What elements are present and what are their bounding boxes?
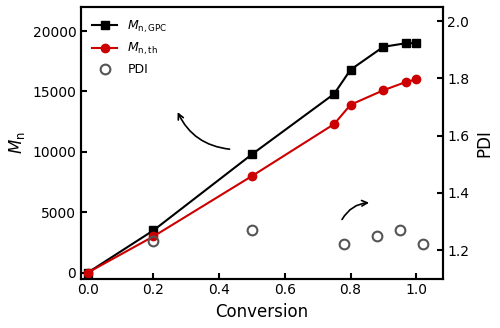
Y-axis label: $M$$_\mathrm{n}$: $M$$_\mathrm{n}$	[7, 131, 27, 154]
$M$$_{\mathrm{n,GPC}}$	[348, 68, 354, 72]
X-axis label: Conversion: Conversion	[216, 303, 308, 321]
$M$$_{\mathrm{n,GPC}}$	[249, 152, 255, 156]
$M$$_{\mathrm{n,th}}$	[150, 235, 156, 238]
PDI	[150, 239, 156, 243]
$M$$_{\mathrm{n,th}}$	[85, 271, 91, 275]
PDI	[397, 228, 403, 232]
$M$$_{\mathrm{n,th}}$	[331, 122, 337, 126]
$M$$_{\mathrm{n,th}}$	[404, 80, 409, 84]
PDI	[249, 228, 255, 232]
$M$$_{\mathrm{n,th}}$	[380, 88, 386, 92]
$M$$_{\mathrm{n,GPC}}$	[413, 41, 419, 45]
Line: $M$$_{\mathrm{n,GPC}}$: $M$$_{\mathrm{n,GPC}}$	[84, 39, 420, 277]
Line: $M$$_{\mathrm{n,th}}$: $M$$_{\mathrm{n,th}}$	[84, 75, 420, 277]
$M$$_{\mathrm{n,GPC}}$	[331, 92, 337, 96]
Line: PDI: PDI	[148, 225, 428, 249]
Y-axis label: PDI: PDI	[475, 129, 493, 157]
$M$$_{\mathrm{n,GPC}}$	[150, 228, 156, 232]
PDI	[341, 242, 347, 246]
$M$$_{\mathrm{n,th}}$	[249, 174, 255, 178]
PDI	[374, 234, 380, 238]
$M$$_{\mathrm{n,th}}$	[348, 103, 354, 107]
Legend: $M$$_{\mathrm{n,GPC}}$, $M$$_{\mathrm{n,th}}$, PDI: $M$$_{\mathrm{n,GPC}}$, $M$$_{\mathrm{n,…	[88, 13, 173, 81]
$M$$_{\mathrm{n,GPC}}$	[380, 45, 386, 49]
$M$$_{\mathrm{n,GPC}}$	[85, 271, 91, 275]
PDI	[420, 242, 426, 246]
$M$$_{\mathrm{n,th}}$	[413, 77, 419, 81]
$M$$_{\mathrm{n,GPC}}$	[404, 41, 409, 45]
